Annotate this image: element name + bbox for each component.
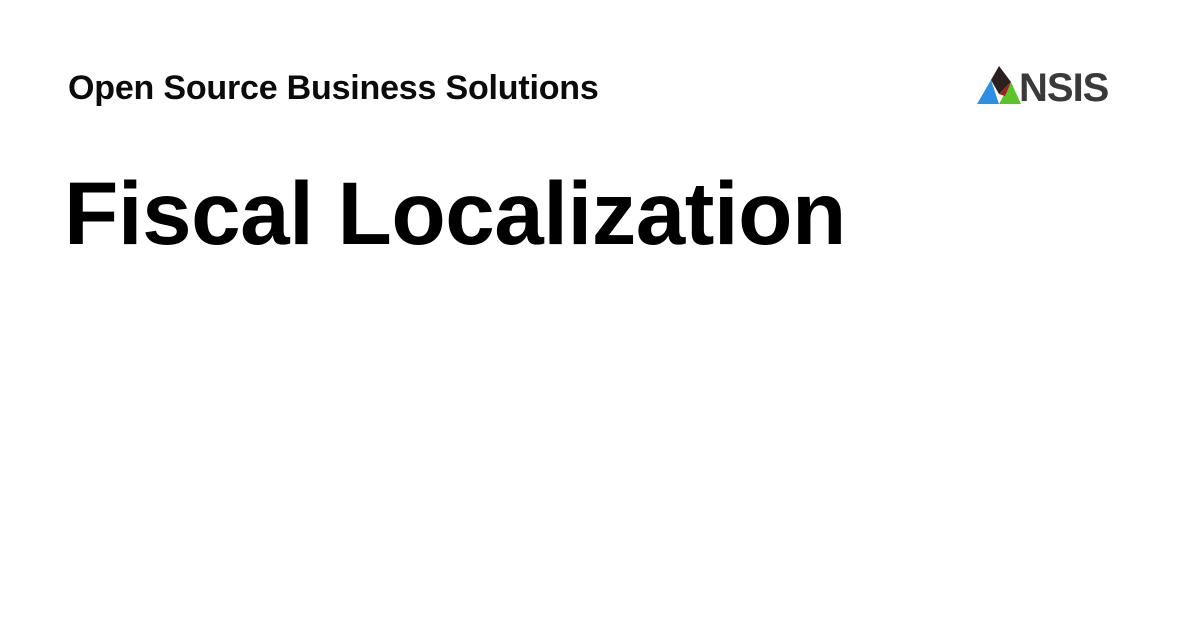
page-title: Fiscal Localization [64,163,846,263]
logo[interactable]: NSIS [977,64,1111,106]
site-name: Open Source Business Solutions [68,69,599,107]
logo-graphic: NSIS [977,66,1110,106]
logo-text: NSIS [1019,66,1109,106]
triangle-a-logo-icon [977,66,1021,104]
